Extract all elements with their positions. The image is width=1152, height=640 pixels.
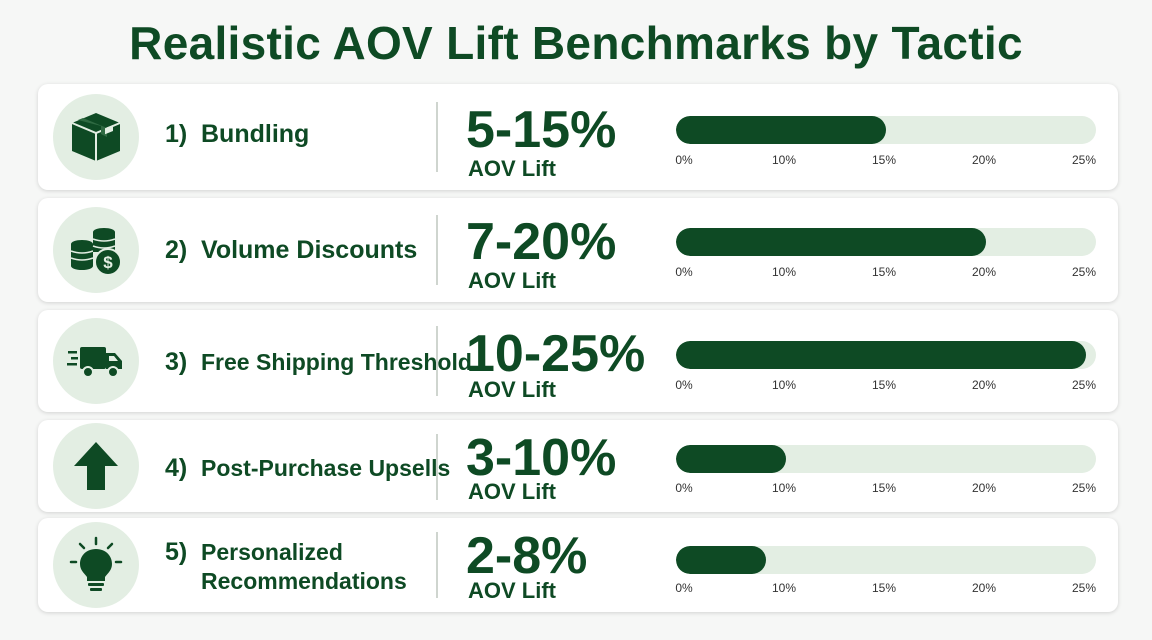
tactic-number: 5) xyxy=(165,538,188,566)
divider xyxy=(436,326,438,396)
bar-fill xyxy=(676,445,786,473)
tactic-card: $ 2) Volume Discounts 7-20% AOV Lift 0% 1… xyxy=(38,198,1118,302)
tactic-name: Free Shipping Threshold xyxy=(201,349,472,375)
svg-text:$: $ xyxy=(103,253,113,272)
lift-range-label: AOV Lift xyxy=(468,479,556,504)
tactic-number: 2) xyxy=(165,236,188,264)
tick-label: 20% xyxy=(971,265,997,279)
divider xyxy=(436,434,438,500)
chart-title: Realistic AOV Lift Benchmarks by Tactic xyxy=(129,17,1023,69)
bar-track xyxy=(676,341,1096,369)
tick-label: 10% xyxy=(771,378,797,392)
tick-label: 0% xyxy=(675,378,693,392)
arrow-up-icon xyxy=(53,423,139,509)
tick-label: 0% xyxy=(675,481,693,495)
bar-fill xyxy=(676,116,886,144)
tactic-label: 3) Free Shipping Threshold xyxy=(165,348,472,377)
lift-range-label: AOV Lift xyxy=(468,268,556,293)
lift-range: 2-8% xyxy=(466,527,588,585)
tick-label: 25% xyxy=(1071,265,1097,279)
tactic-name: Personalized Recommendations xyxy=(201,539,407,594)
tactic-label: 1) Bundling xyxy=(165,120,309,149)
bar-fill xyxy=(676,341,1086,369)
box-icon xyxy=(53,94,139,180)
tactic-card: 1) Bundling 5-15% AOV Lift 0% 10% 15% 20% 25… xyxy=(38,84,1118,190)
tick-label: 25% xyxy=(1071,581,1097,595)
tick-label: 25% xyxy=(1071,153,1097,167)
tick-label: 20% xyxy=(971,153,997,167)
tick-label: 0% xyxy=(675,581,693,595)
tactic-name: Post-Purchase Upsells xyxy=(201,455,451,481)
tick-label: 10% xyxy=(771,481,797,495)
tick-label: 20% xyxy=(971,378,997,392)
tactic-card: 3) Free Shipping Threshold 10-25% AOV Li… xyxy=(38,310,1118,412)
tick-label: 15% xyxy=(871,481,897,495)
lift-range-label: AOV Lift xyxy=(468,578,556,603)
coins-dollar-icon: $ xyxy=(53,207,139,293)
lift-range: 10-25% xyxy=(466,325,646,383)
tactic-number: 1) xyxy=(165,120,188,148)
tactic-name: Bundling xyxy=(201,120,310,148)
tick-label: 20% xyxy=(971,481,997,495)
tactic-card: 4) Post-Purchase Upsells 3-10% AOV Lift … xyxy=(38,420,1118,512)
bar-track xyxy=(676,546,1096,574)
divider xyxy=(436,215,438,285)
bar-fill xyxy=(676,228,986,256)
tick-label: 25% xyxy=(1071,378,1097,392)
tick-label: 10% xyxy=(771,265,797,279)
tick-label: 0% xyxy=(675,153,693,167)
tick-label: 0% xyxy=(675,265,693,279)
tick-label: 15% xyxy=(871,265,897,279)
tactic-label: 2) Volume Discounts xyxy=(165,236,417,265)
lightbulb-icon xyxy=(53,522,139,608)
lift-range: 7-20% xyxy=(466,213,617,271)
tick-label: 15% xyxy=(871,378,897,392)
tactic-name: Volume Discounts xyxy=(201,236,418,264)
tick-label: 25% xyxy=(1071,481,1097,495)
tick-label: 10% xyxy=(771,581,797,595)
tick-label: 15% xyxy=(871,153,897,167)
lift-range: 5-15% xyxy=(466,101,617,159)
delivery-truck-icon xyxy=(53,318,139,404)
bar-track xyxy=(676,116,1096,144)
bar-fill xyxy=(676,546,766,574)
tactic-label: 5) Personalized Recommendations xyxy=(165,538,407,596)
tactic-card: 5) Personalized Recommendations 2-8% AOV… xyxy=(38,518,1118,612)
lift-range-label: AOV Lift xyxy=(468,156,556,181)
tick-label: 15% xyxy=(871,581,897,595)
bar-track xyxy=(676,228,1096,256)
divider xyxy=(436,532,438,598)
lift-range: 3-10% xyxy=(466,429,617,487)
tick-label: 20% xyxy=(971,581,997,595)
tick-label: 10% xyxy=(771,153,797,167)
tactic-label: 4) Post-Purchase Upsells xyxy=(165,454,450,483)
divider xyxy=(436,102,438,172)
bar-track xyxy=(676,445,1096,473)
tactic-number: 3) xyxy=(165,348,188,376)
tactic-number: 4) xyxy=(165,454,188,482)
lift-range-label: AOV Lift xyxy=(468,377,556,402)
